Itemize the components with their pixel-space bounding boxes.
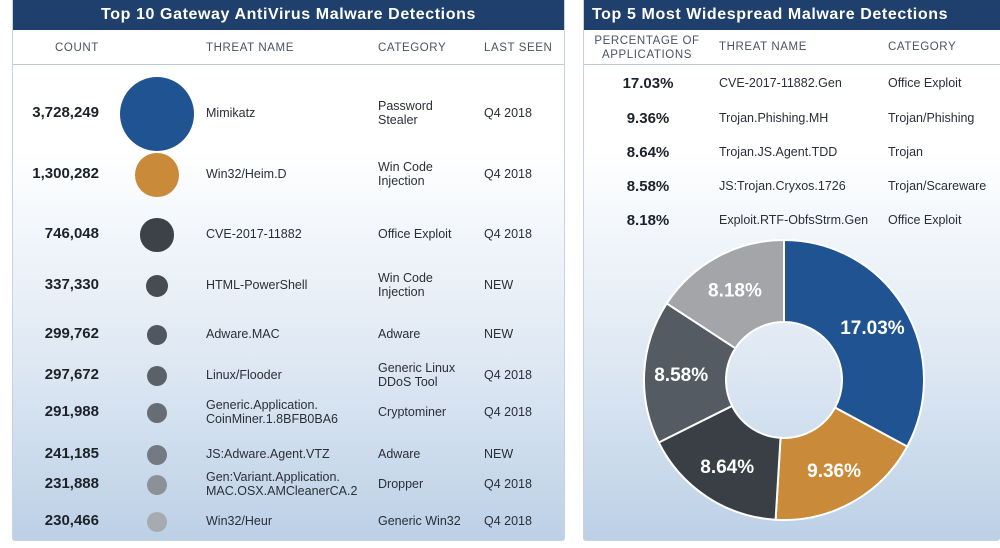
detection-bubble <box>145 274 169 298</box>
row-threat-name: HTML-PowerShell <box>206 278 308 292</box>
detection-bubble <box>147 512 167 532</box>
row-category: Trojan/Scareware <box>888 179 987 193</box>
row-threat-name: Generic.Application. CoinMiner.1.8BFB0BA… <box>206 398 339 426</box>
row-category: Office Exploit <box>888 76 962 90</box>
detection-bubble <box>147 475 167 495</box>
row-threat-name: Gen:Variant.Application. MAC.OSX.AMClean… <box>206 470 358 498</box>
row-category: Win Code Injection <box>378 271 433 299</box>
donut-slice <box>774 406 909 521</box>
row-percentage: 8.64% <box>626 144 670 161</box>
row-threat-name: JS:Trojan.Cryxos.1726 <box>719 179 846 193</box>
donut-slice-label: 8.58% <box>654 365 708 386</box>
widespread-title: Top 5 Most Widespread Malware Detections <box>584 0 1000 30</box>
row-threat-name: JS:Adware.Agent.VTZ <box>206 447 330 461</box>
row-threat-name: Trojan.JS.Agent.TDD <box>719 145 838 159</box>
col-header-threat-right: THREAT NAME <box>719 41 807 53</box>
row-last-seen: Q4 2018 <box>484 477 532 491</box>
row-category: Password Stealer <box>378 99 433 127</box>
row-last-seen: Q4 2018 <box>484 167 532 181</box>
row-category: Adware <box>378 327 421 341</box>
widespread-donut-chart: 17.03% 9.36% 8.64% 8.58% 8.18% <box>643 238 925 521</box>
col-header-percentage: PERCENTAGE OF APPLICATIONS <box>594 35 700 61</box>
detection-bubble <box>135 153 179 197</box>
widespread-panel: Top 5 Most Widespread Malware Detections… <box>583 0 1000 541</box>
row-category: Dropper <box>378 477 424 491</box>
col-header-category-right: CATEGORY <box>888 41 957 53</box>
donut-slice <box>643 302 737 444</box>
row-count: 3,728,249 <box>32 104 99 121</box>
row-count: 291,988 <box>44 403 99 420</box>
donut-slice-label: 17.03% <box>840 318 905 339</box>
row-count: 299,762 <box>44 325 99 342</box>
row-count: 297,672 <box>44 366 99 383</box>
col-header-last-seen: LAST SEEN <box>484 42 553 54</box>
row-count: 230,466 <box>44 512 99 529</box>
header-divider <box>13 64 564 65</box>
row-last-seen: Q4 2018 <box>484 227 532 241</box>
row-percentage: 8.58% <box>626 178 670 195</box>
row-last-seen: NEW <box>484 278 514 292</box>
row-last-seen: Q4 2018 <box>484 514 532 528</box>
row-last-seen: Q4 2018 <box>484 106 532 120</box>
detection-bubble <box>120 77 194 151</box>
header-divider-right <box>584 64 1000 65</box>
col-header-category: CATEGORY <box>378 42 447 54</box>
row-count: 241,185 <box>44 445 99 462</box>
row-category: Adware <box>378 447 421 461</box>
row-threat-name: Trojan.Phishing.MH <box>719 111 829 125</box>
donut-slice <box>783 238 925 448</box>
gateway-av-panel: Top 10 Gateway AntiVirus Malware Detecti… <box>12 0 565 541</box>
donut-slice <box>657 404 782 521</box>
row-count: 231,888 <box>44 475 99 492</box>
row-threat-name: Win32/Heur <box>206 514 272 528</box>
row-category: Trojan/Phishing <box>888 111 975 125</box>
row-last-seen: NEW <box>484 327 514 341</box>
donut-slice-label: 8.64% <box>700 457 754 478</box>
row-count: 746,048 <box>44 225 99 242</box>
row-threat-name: Mimikatz <box>206 106 256 120</box>
row-category: Win Code Injection <box>378 160 433 188</box>
donut-slice-label: 9.36% <box>807 461 861 482</box>
row-percentage: 9.36% <box>626 110 670 127</box>
row-category: Cryptominer <box>378 405 447 419</box>
row-threat-name: Exploit.RTF-ObfsStrm.Gen <box>719 213 869 227</box>
col-header-count: COUNT <box>55 42 99 54</box>
row-category: Generic Linux DDoS Tool <box>378 361 456 389</box>
detection-bubble <box>146 365 168 387</box>
detection-bubble <box>147 445 167 465</box>
col-header-threat: THREAT NAME <box>206 42 294 54</box>
row-last-seen: Q4 2018 <box>484 368 532 382</box>
row-category: Generic Win32 <box>378 514 461 528</box>
row-count: 337,330 <box>44 276 99 293</box>
detection-bubble <box>146 324 168 346</box>
row-count: 1,300,282 <box>32 165 99 182</box>
row-last-seen: NEW <box>484 447 514 461</box>
row-percentage: 8.18% <box>626 212 670 229</box>
row-threat-name: Win32/Heim.D <box>206 167 287 181</box>
detection-bubble <box>140 218 174 252</box>
detection-bubble <box>146 402 168 424</box>
gateway-av-title: Top 10 Gateway AntiVirus Malware Detecti… <box>13 0 564 30</box>
row-percentage: 17.03% <box>622 75 674 92</box>
donut-slice-label: 8.18% <box>708 280 762 301</box>
row-category: Office Exploit <box>378 227 452 241</box>
row-last-seen: Q4 2018 <box>484 405 532 419</box>
row-threat-name: CVE-2017-11882.Gen <box>719 76 842 90</box>
row-threat-name: CVE-2017-11882 <box>206 227 302 241</box>
row-threat-name: Linux/Flooder <box>206 368 282 382</box>
row-threat-name: Adware.MAC <box>206 327 280 341</box>
row-category: Office Exploit <box>888 213 962 227</box>
donut-slice <box>665 238 785 350</box>
row-category: Trojan <box>888 145 923 159</box>
